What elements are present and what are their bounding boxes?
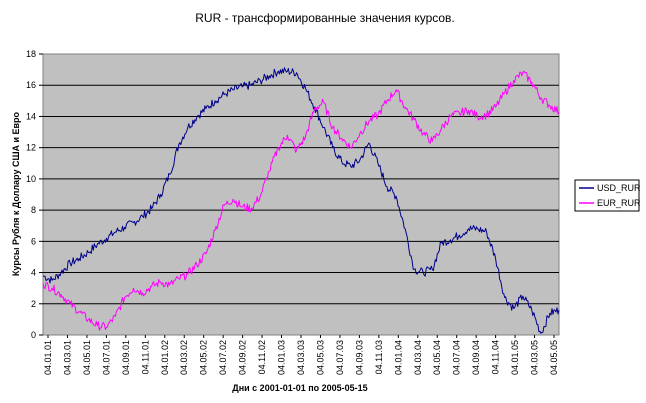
x-tick-label: 04.03.02 bbox=[179, 340, 189, 375]
y-tick-label: 4 bbox=[31, 268, 36, 278]
x-tick-label: 04.05.04 bbox=[432, 340, 442, 375]
y-tick-label: 8 bbox=[31, 205, 36, 215]
series-line-usd_rur bbox=[42, 67, 560, 334]
legend: USD_RUR EUR_RUR bbox=[574, 179, 641, 212]
plot-area bbox=[42, 53, 560, 336]
x-tick-label: 04.07.02 bbox=[218, 340, 228, 375]
y-tick-label: 2 bbox=[31, 299, 36, 309]
y-tick-label: 18 bbox=[26, 49, 36, 59]
y-tick-label: 14 bbox=[26, 111, 36, 121]
x-tick-label: 04.07.04 bbox=[452, 340, 462, 375]
legend-box bbox=[574, 179, 640, 212]
x-tick-label: 04.09.03 bbox=[354, 340, 364, 375]
x-tick-label: 04.09.04 bbox=[471, 340, 481, 375]
y-tick-label: 0 bbox=[31, 330, 36, 340]
y-tick-label: 16 bbox=[26, 80, 36, 90]
x-tick-label: 04.01.03 bbox=[277, 340, 287, 375]
x-tick-label: 04.05.05 bbox=[549, 340, 559, 375]
x-tick-label: 04.09.02 bbox=[238, 340, 248, 375]
y-axis-label: Курсы Рубля к Доллару США и Евро bbox=[11, 111, 21, 276]
x-tick-label: 04.11.04 bbox=[491, 340, 501, 374]
x-tick-label: 04.03.03 bbox=[296, 340, 306, 375]
x-tick-label: 04.01.04 bbox=[393, 340, 403, 375]
x-tick-label: 04.11.02 bbox=[257, 340, 267, 374]
legend-label-usd_rur: USD_RUR bbox=[597, 183, 641, 193]
x-tick-label: 04.01.01 bbox=[43, 340, 53, 375]
x-tick-label: 04.03.01 bbox=[62, 340, 72, 375]
series-line-eur_rur bbox=[42, 70, 560, 331]
x-tick-label: 04.01.05 bbox=[510, 340, 520, 375]
chart-title: RUR - трансформированные значения курсов… bbox=[195, 11, 455, 25]
x-tick-label: 04.11.03 bbox=[374, 340, 384, 374]
x-axis-label: Дни с 2001-01-01 по 2005-05-15 bbox=[232, 383, 367, 393]
y-tick-label: 12 bbox=[26, 143, 36, 153]
x-tick-label: 04.11.01 bbox=[140, 340, 150, 374]
x-tick-label: 04.03.04 bbox=[413, 340, 423, 375]
x-tick-label: 04.01.02 bbox=[160, 340, 170, 375]
x-tick-label: 04.07.01 bbox=[101, 340, 111, 375]
x-tick-label: 04.03.05 bbox=[530, 340, 540, 375]
x-tick-label: 04.07.03 bbox=[335, 340, 345, 375]
x-tick-label: 04.05.01 bbox=[82, 340, 92, 375]
x-tick-label: 04.05.02 bbox=[199, 340, 209, 375]
y-tick-label: 6 bbox=[31, 236, 36, 246]
x-tick-label: 04.05.03 bbox=[315, 340, 325, 375]
y-tick-label: 10 bbox=[26, 174, 36, 184]
legend-label-eur_rur: EUR_RUR bbox=[597, 198, 641, 208]
x-tick-label: 04.09.01 bbox=[121, 340, 131, 375]
